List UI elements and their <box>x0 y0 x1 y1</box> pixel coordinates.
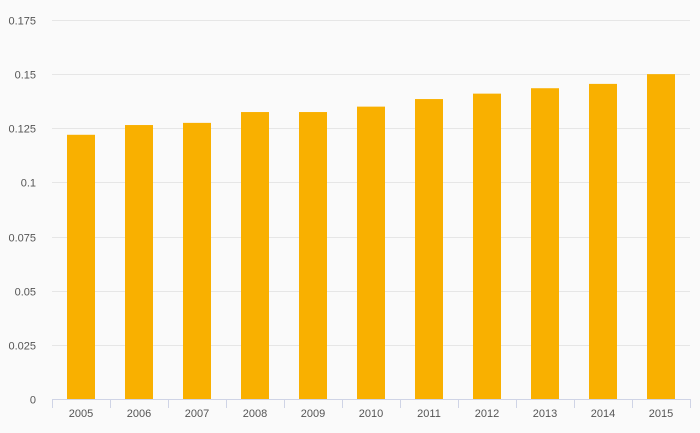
x-tick-label: 2015 <box>649 408 673 420</box>
bar-2012[interactable] <box>473 93 501 400</box>
bar-2014[interactable] <box>589 83 617 399</box>
y-tick-label: 0.175 <box>8 16 36 28</box>
bar-2013[interactable] <box>531 88 559 399</box>
y-tick-label: 0.075 <box>8 233 36 245</box>
y-axis-tick-labels: 0 0.025 0.05 0.075 0.1 0.125 0.15 0.175 <box>8 16 36 407</box>
x-tick-label: 2005 <box>69 408 93 420</box>
x-tick-label: 2012 <box>475 408 499 420</box>
x-tick-label: 2006 <box>127 408 151 420</box>
bars <box>67 74 675 400</box>
y-tick-label: 0 <box>30 395 36 407</box>
x-tick-label: 2009 <box>301 408 325 420</box>
bar-2015[interactable] <box>647 74 675 400</box>
y-tick-label: 0.125 <box>8 124 36 136</box>
x-tick-label: 2008 <box>243 408 267 420</box>
y-tick-label: 0.05 <box>15 287 36 299</box>
bar-2011[interactable] <box>415 99 443 399</box>
x-tick-label: 2013 <box>533 408 557 420</box>
y-tick-label: 0.15 <box>15 70 36 82</box>
x-tick-label: 2007 <box>185 408 209 420</box>
bar-2009[interactable] <box>299 112 327 400</box>
x-tick-label: 2011 <box>417 408 441 420</box>
y-tick-label: 0.025 <box>8 341 36 353</box>
bar-2010[interactable] <box>357 106 385 399</box>
y-tick-label: 0.1 <box>21 178 36 190</box>
x-axis <box>52 399 691 408</box>
x-axis-tick-labels: 2005 2006 2007 2008 2009 2010 2011 2012 2013 2014… <box>69 408 673 420</box>
x-tick-label: 2010 <box>359 408 383 420</box>
bar-2008[interactable] <box>241 112 269 400</box>
bar-2006[interactable] <box>125 125 153 399</box>
bar-2005[interactable] <box>67 134 95 400</box>
x-tick-label: 2014 <box>591 408 615 420</box>
bar-2007[interactable] <box>183 122 211 399</box>
